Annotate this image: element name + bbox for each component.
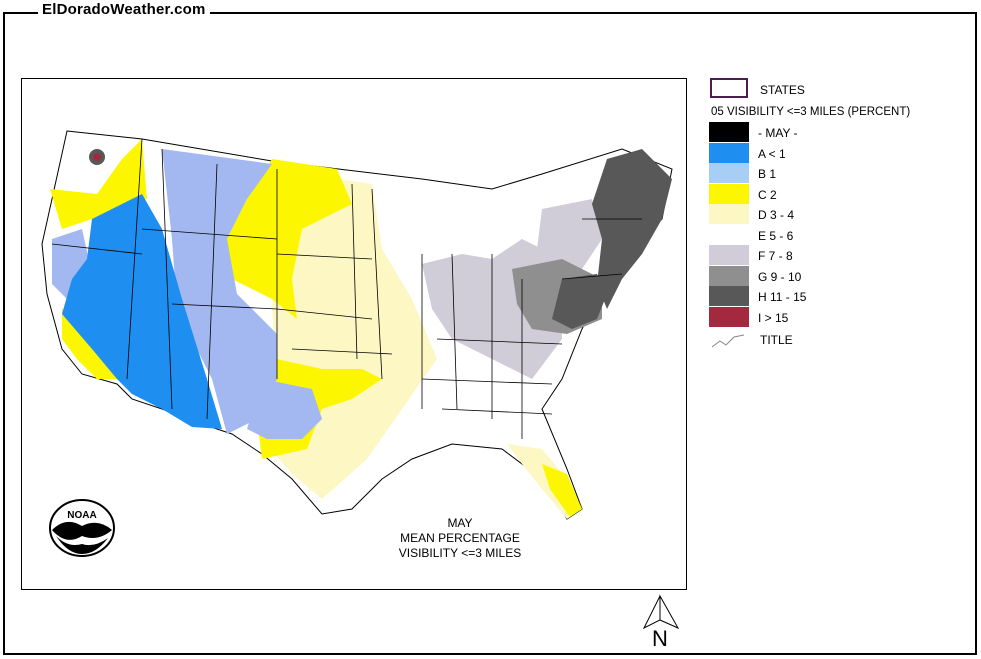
- title-line-icon: [711, 334, 745, 348]
- caption-line-3: VISIBILITY <=3 MILES: [398, 546, 522, 560]
- state-borders: [51, 138, 642, 439]
- legend-item-label: F 7 - 8: [758, 249, 793, 263]
- states-label: STATES: [760, 83, 805, 97]
- outer-frame: [3, 12, 977, 655]
- region-a-great-basin: [62, 194, 222, 429]
- legend-item-label: A < 1: [758, 146, 786, 161]
- noaa-logo: NOAA: [49, 499, 115, 557]
- states-swatch: [710, 78, 748, 98]
- legend-item-label: D 3 - 4: [758, 208, 795, 222]
- legend-swatch: [709, 163, 749, 183]
- title-label: TITLE: [760, 333, 793, 347]
- legend-item-label: B 1: [758, 167, 777, 181]
- legend-swatch: [709, 286, 749, 306]
- legend-item: H 11 - 15: [708, 286, 968, 308]
- site-title: ElDoradoWeather.com: [38, 1, 210, 18]
- legend-swatch: [709, 204, 749, 224]
- caption-line-2: MEAN PERCENTAGE: [400, 531, 520, 545]
- legend-item-label: C 2: [758, 187, 777, 202]
- legend-swatch: [709, 183, 749, 204]
- north-arrow-icon: [642, 594, 680, 630]
- us-visibility-map: [41, 130, 673, 520]
- legend-item: C 2: [708, 183, 968, 206]
- legend-item-label: - MAY -: [758, 126, 798, 140]
- legend-item: A < 1: [708, 142, 968, 165]
- caption-line-1: MAY: [447, 516, 473, 530]
- region-b-mountain: [162, 149, 277, 434]
- legend-item: G 9 - 10: [708, 265, 968, 288]
- legend-item-label: H 11 - 15: [758, 290, 807, 304]
- legend-swatch: [709, 122, 749, 142]
- legend-item: - MAY -: [708, 122, 968, 144]
- legend-item: B 1: [708, 163, 968, 185]
- legend-item: F 7 - 8: [708, 245, 968, 267]
- legend-item: D 3 - 4: [708, 204, 968, 226]
- legend-item-label: I > 15: [758, 310, 789, 325]
- legend-title-row: TITLE: [708, 330, 968, 352]
- legend-swatch: [709, 265, 749, 286]
- legend-swatch: [709, 142, 749, 163]
- region-i-spot: [89, 149, 105, 165]
- map-caption: MAY MEAN PERCENTAGE VISIBILITY <=3 MILES: [380, 516, 540, 561]
- legend-swatch: [709, 224, 749, 245]
- map-panel: [21, 78, 687, 590]
- region-h-midatlantic: [552, 274, 607, 329]
- region-c-florida: [542, 464, 582, 517]
- legend-header: 05 VISIBILITY <=3 MILES (PERCENT): [711, 106, 911, 118]
- legend-item: E 5 - 6: [708, 224, 968, 247]
- region-c-plains: [227, 159, 352, 319]
- region-b-texas: [247, 379, 322, 439]
- legend-item: I > 15: [708, 306, 968, 329]
- region-h-new-england: [592, 149, 672, 309]
- north-arrow: N: [638, 594, 688, 656]
- legend-item-label: E 5 - 6: [758, 228, 794, 243]
- legend-item-label: G 9 - 10: [758, 269, 802, 284]
- north-label: N: [652, 626, 668, 651]
- noaa-logo-text: NOAA: [67, 510, 96, 521]
- legend-swatch: [709, 245, 749, 265]
- legend-swatch: [709, 306, 749, 327]
